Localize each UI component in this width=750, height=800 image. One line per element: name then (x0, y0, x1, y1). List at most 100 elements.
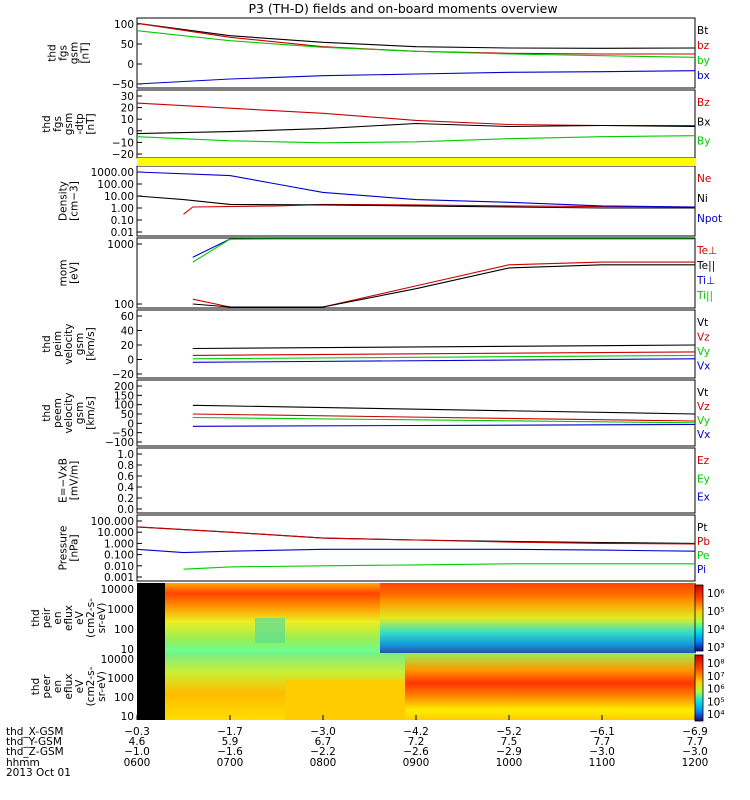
series-line-Vx (192, 423, 696, 427)
series-line-Vz (192, 413, 696, 422)
ylabel-line: (cm2-s- (85, 598, 97, 638)
series-line-Ti|| (192, 238, 695, 263)
ephem-value: −3.0 (682, 746, 708, 758)
ytick-label: 0 (127, 126, 134, 138)
ylabel: thdfgsgsm[nT] (47, 42, 92, 64)
ytick-label: −50 (112, 79, 134, 91)
ylabel-line: en (52, 611, 64, 624)
series-line-Pe (183, 563, 695, 570)
ylabel-line: thd (41, 335, 53, 352)
ytick-label: 50 (121, 39, 134, 51)
colorbar-tick: 10⁸ (707, 658, 725, 670)
legend-Ey: Ey (697, 473, 710, 485)
ytick-label: 0.8 (117, 460, 134, 472)
legend-bz: bz (697, 40, 710, 52)
legend-Ne: Ne (697, 173, 711, 185)
ylabel-line: thd (30, 678, 42, 695)
ytick-label: 1.0 (117, 449, 134, 461)
ylabel-line: gsm (74, 333, 86, 355)
colorbar-peir (694, 584, 704, 652)
ytick-label: 0.0 (117, 504, 134, 516)
ylabel-line: fgs (52, 116, 64, 132)
ylabel-line: peer (41, 674, 53, 699)
panel-frame (136, 165, 696, 237)
ytick-label: 0 (127, 418, 134, 430)
series-line-Bx (136, 122, 696, 135)
legend-Npot: Npot (697, 213, 722, 225)
ytick-label: 100 (114, 400, 134, 412)
ephem-value: 7.7 (594, 736, 611, 748)
series-line-Bt (136, 22, 696, 49)
ephem-value: −2.2 (310, 746, 336, 758)
ylabel-line: eflux (63, 605, 75, 631)
panel-fgs_gsm: 100 50 0 −50 thdfgsgsm[nT] Bt bz by bx (47, 17, 710, 91)
legend-Pb: Pb (697, 536, 710, 548)
ytick-label: 1.000 (104, 538, 134, 550)
ytick-label: 100 (114, 624, 134, 636)
ytick-label: 50 (121, 409, 134, 421)
legend-Ti||: Ti|| (696, 290, 713, 302)
legend-Pe: Pe (697, 550, 709, 562)
legend-Vz: Vz (697, 332, 710, 344)
ylabel-line: sr-eV) (96, 603, 108, 634)
ytick-label: 10 (121, 711, 134, 723)
legend-Ez: Ez (697, 455, 710, 467)
ylabel-line: fgs (58, 45, 70, 61)
ylabel-line: E=−VxB (58, 458, 70, 503)
series-line-Vt (192, 404, 696, 415)
panel-peer_spec: 10000 1000 100 10 thdpeerenefluxeV(cm2-s-sr-… (30, 654, 725, 723)
ytick-label: 10000 (101, 584, 134, 596)
ylabel-line: eflux (63, 674, 75, 700)
series-line-Pi (136, 548, 696, 554)
ylabel-line: gsm (63, 113, 75, 135)
ylabel-line: peir (41, 607, 53, 628)
ylabel: Pressure[nPa] (58, 526, 81, 571)
ylabel-line: mom (58, 260, 70, 287)
legend-By: By (697, 136, 710, 148)
ylabel: E=−VxB[mV/m] (58, 458, 81, 503)
ytick-label: −20 (112, 369, 134, 381)
series-line-By (136, 135, 696, 144)
ytick-label: 100 (114, 19, 134, 31)
ytick-label: 0.01 (111, 227, 134, 239)
legend-Vy: Vy (697, 346, 710, 358)
ephem-value: −3.0 (589, 746, 615, 758)
ephem-row-label: 2013 Oct 01 (6, 767, 71, 779)
colorbar-tick: 10⁷ (707, 671, 725, 683)
ephem-value: −0.3 (124, 726, 150, 738)
ytick-label: 30 (121, 91, 134, 103)
ytick-label: 100.000 (91, 516, 134, 528)
ylabel-line: thd (41, 404, 53, 421)
ytick-label: 0.100 (104, 550, 134, 562)
ylabel-line: peim (52, 331, 64, 357)
legend-Vy: Vy (697, 415, 710, 427)
ephem-row-label: hhmm (6, 757, 40, 769)
ytick-label: 60 (121, 311, 134, 323)
panel-frame (136, 17, 696, 89)
colorbar-peer (694, 654, 704, 722)
ylabel: thdpeimvelocitygsm[km/s] (41, 323, 97, 364)
ephem-value: 1100 (589, 757, 616, 769)
ytick-label: 1000 (107, 604, 134, 616)
ytick-label: 1000 (107, 673, 134, 685)
panel-temperature: 1000 100 mom[eV] Te⊥ Te|| Ti⊥ Ti|| (58, 237, 717, 311)
panel-frame (136, 447, 696, 514)
series-line-bx (136, 70, 696, 85)
ytick-label: 100 (114, 299, 134, 311)
colorbar-tick: 10⁴ (707, 624, 725, 636)
ylabel-line: gsm (69, 42, 81, 64)
ytick-label: 0.10 (111, 215, 134, 227)
legend-Ti⊥: Ti⊥ (696, 275, 715, 287)
ylabel-line: [nPa] (69, 534, 81, 561)
yellow-band (137, 158, 696, 166)
ylabel-line: gsm (74, 402, 86, 424)
peir-spectrogram (137, 583, 696, 653)
ytick-label: 0.4 (117, 482, 134, 494)
ephem-value: 1200 (682, 757, 709, 769)
ytick-label: 10.00 (104, 191, 134, 203)
ephem-value: 0600 (124, 757, 151, 769)
ylabel-line: velocity (63, 392, 75, 433)
panel-efield: 1.00.80.60.40.20.0 E=−VxB[mV/m] Ez Ey Ex (58, 447, 710, 516)
